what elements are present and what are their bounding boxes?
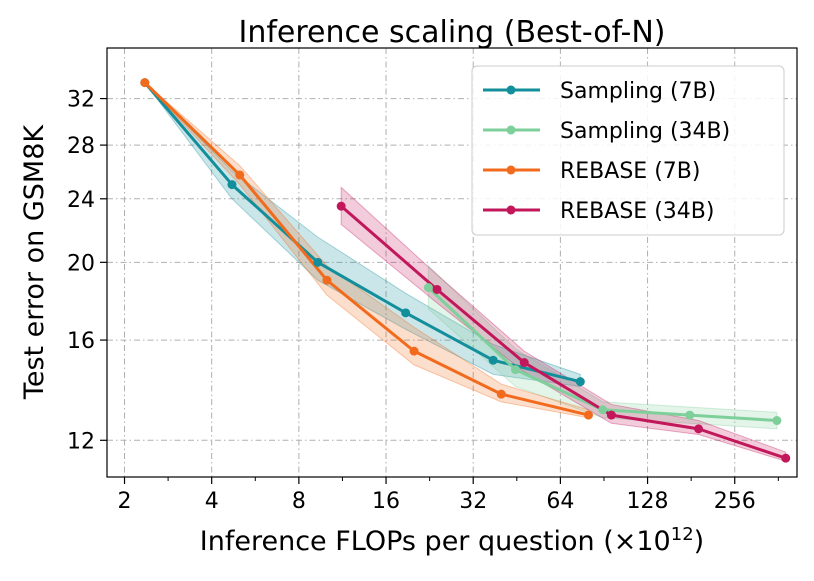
legend-marker — [506, 165, 516, 175]
point-rebase-7b — [140, 78, 150, 88]
y-tick-label: 24 — [67, 188, 95, 213]
point-rebase-34b — [519, 358, 529, 368]
x-tick-label: 2 — [118, 489, 132, 514]
band-sampling-34b — [427, 264, 778, 430]
x-axis-label-exponent: 12 — [671, 524, 694, 545]
legend-box — [471, 65, 785, 236]
y-tick-label: 20 — [67, 251, 95, 276]
point-sampling-34b — [685, 410, 695, 420]
point-rebase-34b — [781, 453, 791, 463]
x-tick-label: 256 — [714, 489, 756, 514]
legend-label: Sampling (7B) — [560, 79, 716, 104]
point-rebase-7b — [409, 346, 419, 356]
point-sampling-34b — [423, 283, 433, 293]
legend-label: REBASE (34B) — [560, 199, 714, 224]
line-rebase-34b — [340, 205, 787, 460]
point-rebase-34b — [606, 410, 616, 420]
point-rebase-7b — [235, 170, 245, 180]
x-tick-label: 128 — [627, 489, 669, 514]
x-tick-label: 64 — [546, 489, 574, 514]
point-sampling-34b — [772, 416, 782, 426]
y-tick-label: 32 — [67, 88, 95, 113]
point-sampling-7b — [488, 355, 498, 365]
legend-entry-sampling-7b: Sampling (7B) — [483, 79, 716, 104]
chart-title: Inference scaling (Best-of-N) — [238, 15, 665, 50]
x-tick-label: 4 — [205, 489, 219, 514]
x-axis-label-suffix: ) — [694, 526, 705, 557]
point-sampling-34b — [598, 405, 608, 415]
y-tick-label: 16 — [67, 329, 95, 354]
x-axis-label: Inference FLOPs per question (×1012) — [200, 524, 704, 557]
y-axis-label: Test error on GSM8K — [19, 124, 50, 400]
point-rebase-34b — [694, 424, 704, 434]
point-rebase-7b — [322, 275, 332, 285]
point-sampling-7b — [313, 257, 323, 267]
x-tick-label: 16 — [372, 489, 400, 514]
point-sampling-7b — [575, 377, 585, 387]
x-axis-label-prefix: Inference FLOPs per question (×10 — [200, 526, 671, 557]
legend-marker — [506, 85, 516, 95]
line-rebase-7b — [143, 81, 589, 417]
legend-entry-sampling-34b: Sampling (34B) — [483, 119, 730, 144]
data-points — [140, 78, 791, 463]
point-sampling-7b — [227, 180, 237, 190]
y-tick-label: 28 — [67, 134, 95, 159]
legend-label: REBASE (7B) — [560, 159, 700, 184]
point-rebase-7b — [496, 389, 506, 399]
legend: Sampling (7B) Sampling (34B) REBASE (7B) RE… — [471, 65, 785, 236]
y-tick-label: 12 — [67, 429, 95, 454]
point-rebase-7b — [583, 410, 593, 420]
point-rebase-34b — [336, 201, 346, 211]
legend-label: Sampling (34B) — [560, 119, 730, 144]
legend-marker — [506, 205, 516, 215]
legend-entry-rebase-7b: REBASE (7B) — [483, 159, 700, 184]
point-sampling-34b — [511, 365, 521, 375]
point-sampling-7b — [401, 308, 411, 318]
legend-entry-rebase-34b: REBASE (34B) — [483, 199, 714, 224]
point-rebase-34b — [432, 284, 442, 294]
legend-marker — [506, 125, 516, 135]
x-tick-label: 8 — [292, 489, 306, 514]
x-tick-label: 32 — [459, 489, 487, 514]
